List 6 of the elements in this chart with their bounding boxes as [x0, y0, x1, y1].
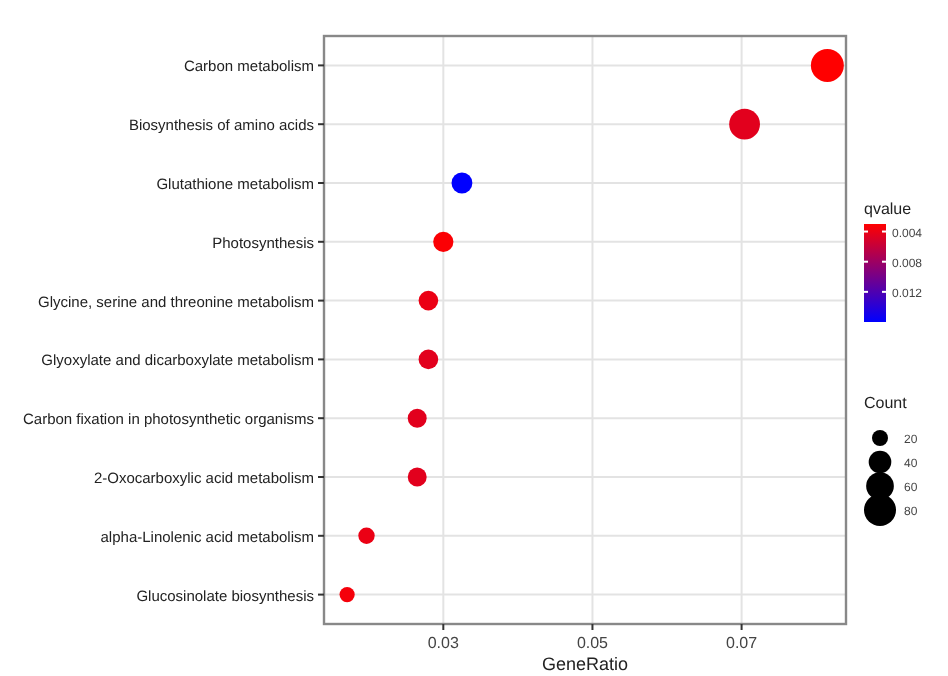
- legend-title: Count: [864, 394, 909, 412]
- color-bar-title: qvalue: [864, 200, 913, 218]
- x-tick-label: 0.05: [576, 634, 610, 652]
- x-tick-label: 0.03: [427, 634, 460, 652]
- x-tick-label: 0.07: [726, 634, 759, 652]
- x-axis-title: GeneRatio: [541, 654, 629, 674]
